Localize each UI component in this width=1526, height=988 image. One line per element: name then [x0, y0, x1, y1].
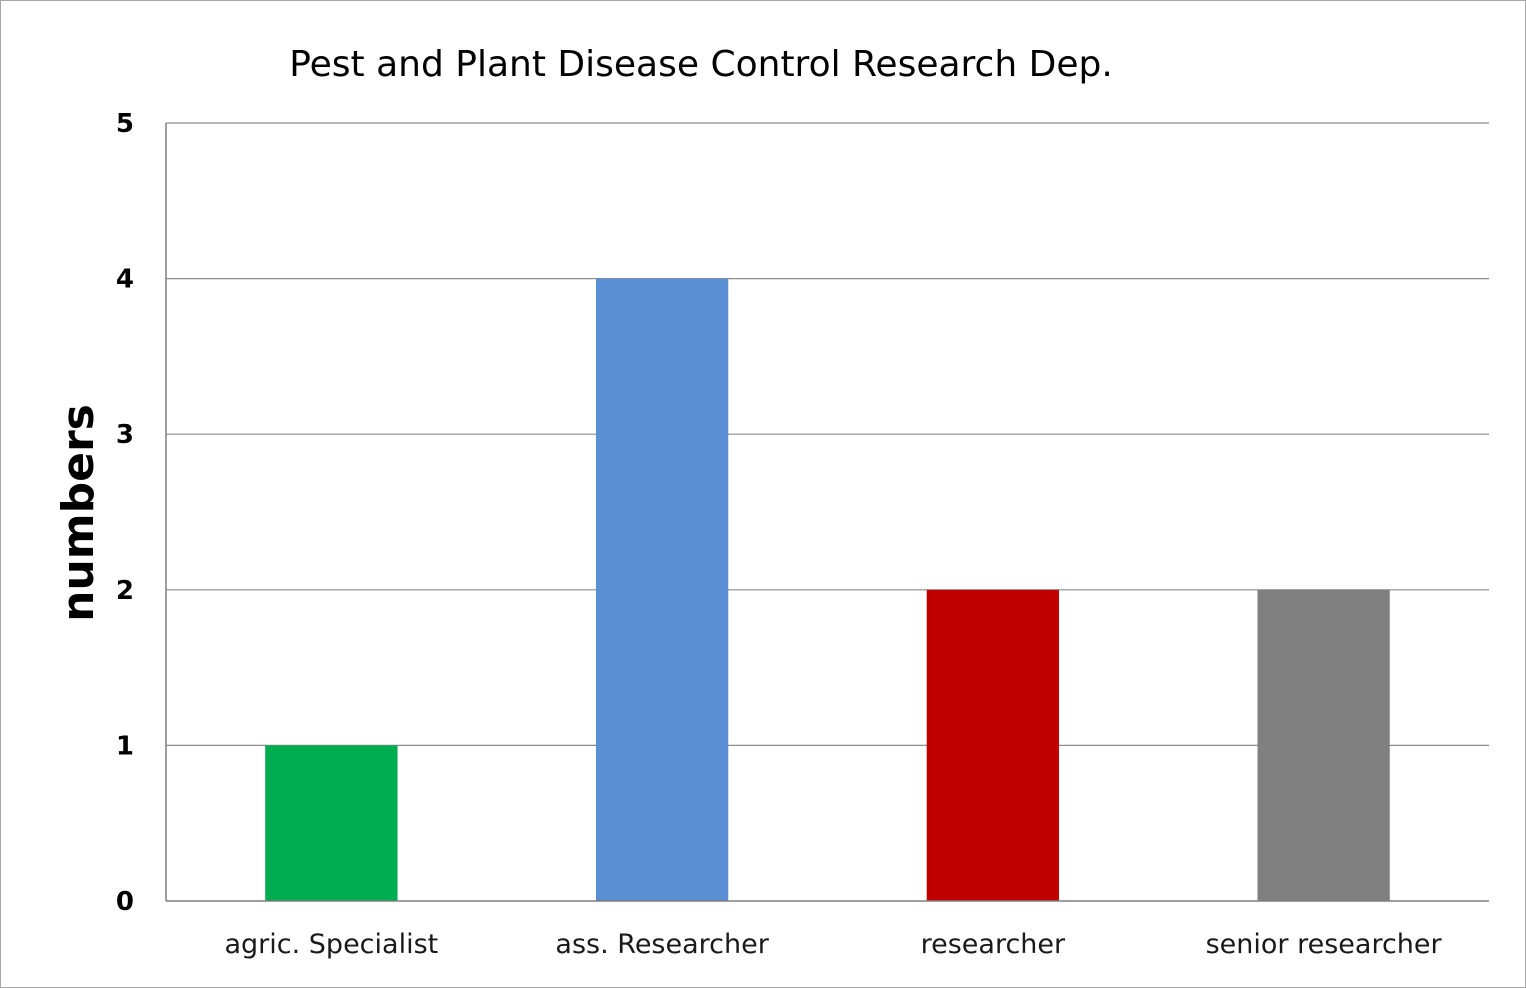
chart-title: Pest and Plant Disease Control Research … [289, 44, 1113, 85]
bar-senior-researcher [1257, 589, 1390, 901]
bars [265, 278, 1390, 902]
x-tick-label: researcher [921, 929, 1066, 960]
x-tick-label: senior researcher [1206, 929, 1443, 960]
bar-agric-specialist [265, 745, 398, 901]
x-tick-label: ass. Researcher [555, 929, 769, 960]
y-tick-label: 1 [116, 731, 134, 761]
y-tick-label: 5 [116, 109, 134, 139]
y-axis-label: numbers [53, 404, 104, 622]
y-tick-label: 3 [116, 420, 134, 450]
y-tick-label: 2 [116, 576, 134, 606]
x-axis-ticks: agric. Specialist ass. Researcher research… [225, 929, 1443, 960]
y-tick-label: 0 [116, 887, 134, 917]
y-axis-ticks: 0 1 2 3 4 5 [116, 109, 134, 917]
x-tick-label: agric. Specialist [225, 929, 439, 960]
y-tick-label: 4 [116, 265, 134, 295]
bar-ass-researcher [595, 278, 729, 902]
bar-researcher [926, 589, 1060, 901]
